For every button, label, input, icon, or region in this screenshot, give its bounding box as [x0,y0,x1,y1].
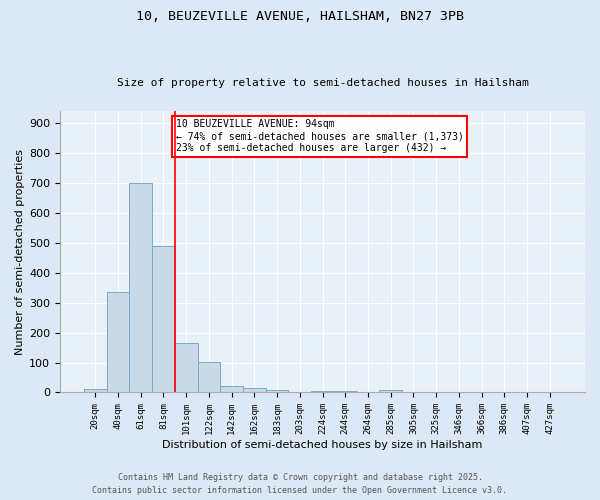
Bar [379,390,402,392]
Bar [197,362,220,392]
Bar [311,391,334,392]
Bar [266,390,289,392]
Bar [220,386,243,392]
Y-axis label: Number of semi-detached properties: Number of semi-detached properties [15,148,25,354]
Bar [175,343,197,392]
Bar [84,389,107,392]
Bar [107,292,130,392]
Bar [243,388,266,392]
Title: Size of property relative to semi-detached houses in Hailsham: Size of property relative to semi-detach… [116,78,529,88]
Bar [152,246,175,392]
Text: Contains HM Land Registry data © Crown copyright and database right 2025.
Contai: Contains HM Land Registry data © Crown c… [92,474,508,495]
Bar [334,391,356,392]
Bar [130,183,152,392]
Text: 10, BEUZEVILLE AVENUE, HAILSHAM, BN27 3PB: 10, BEUZEVILLE AVENUE, HAILSHAM, BN27 3P… [136,10,464,23]
X-axis label: Distribution of semi-detached houses by size in Hailsham: Distribution of semi-detached houses by … [163,440,482,450]
Text: 10 BEUZEVILLE AVENUE: 94sqm
← 74% of semi-detached houses are smaller (1,373)
23: 10 BEUZEVILLE AVENUE: 94sqm ← 74% of sem… [176,120,463,152]
